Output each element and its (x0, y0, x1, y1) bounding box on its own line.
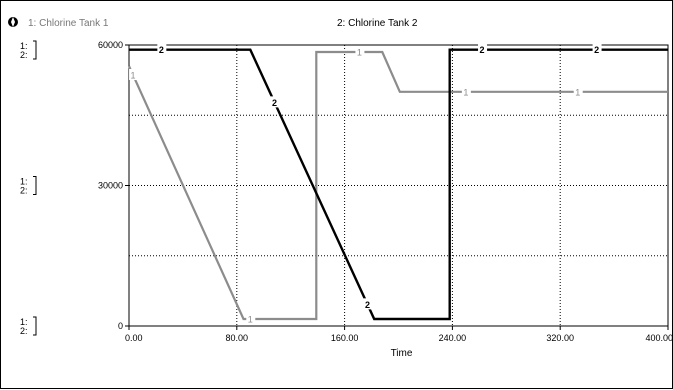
axis-row-label-0-line-1: 2: (20, 50, 28, 60)
series-1-marker-0: 1 (131, 71, 136, 81)
series-2-marker-bg-4 (592, 43, 602, 55)
series-2-marker-0: 2 (159, 45, 164, 55)
axis-row-bracket-0 (33, 40, 37, 60)
series-1-marker-bg-0 (129, 69, 139, 81)
series-2-marker-bg-1 (270, 96, 280, 108)
series-line-1 (127, 50, 668, 321)
series-2-marker-1: 2 (272, 98, 277, 108)
x-tick-label-4: 320.00 (546, 333, 574, 343)
x-axis: 0.00 80.00 160.00 240.00 320.00 400.00 (125, 326, 673, 343)
y-tick-label-2: 60000 (98, 40, 123, 50)
y-tick-label-1: 30000 (98, 181, 123, 191)
x-axis-label: Time (391, 348, 413, 359)
y-tick-label-0: 0 (118, 321, 123, 331)
x-tick-label-1: 80.00 (226, 333, 249, 343)
series-2-marker-3: 2 (480, 45, 485, 55)
x-tick-label-2: 160.00 (331, 333, 359, 343)
axis-row-label-2-line-0: 1: (20, 317, 28, 327)
x-tick-label-5: 400.00 (645, 333, 673, 343)
x-tick-label-3: 240.00 (439, 333, 467, 343)
axis-row-label-1-line-0: 1: (20, 177, 28, 187)
series-2-marker-bg-0 (157, 43, 167, 55)
series-2-marker-2: 2 (365, 300, 370, 310)
series-group: 1 1 1 1 1 2 2 2 2 2 (127, 43, 668, 324)
axis-row-label-1: 1:2: (20, 176, 37, 196)
series-1-marker-bg-2 (355, 46, 365, 58)
axis-row-label-2-line-1: 2: (20, 326, 28, 336)
y-axis: 0 30000 60000 (98, 40, 129, 331)
axis-row-labels: 1:2:1:2:1:2: (20, 40, 37, 336)
axis-row-bracket-1 (33, 176, 37, 195)
series-1-marker-bg-1 (246, 312, 256, 324)
grid-lines (129, 45, 668, 326)
series-1-marker-2: 1 (357, 48, 362, 58)
series-1-marker-bg-3 (461, 85, 471, 97)
series-1-marker-3: 1 (463, 87, 468, 97)
legend-series-1: 1: Chlorine Tank 1 (28, 18, 109, 29)
axis-row-label-1-line-1: 2: (20, 186, 28, 196)
series-1-marker-bg-4 (573, 85, 583, 97)
axis-row-label-2: 1:2: (20, 316, 37, 336)
axis-row-bracket-2 (33, 316, 37, 336)
axis-row-label-0: 1:2: (20, 40, 37, 60)
series-2-marker-4: 2 (594, 45, 599, 55)
legend-series-2: 2: Chlorine Tank 2 (337, 18, 418, 29)
x-tick-label-0: 0.00 (125, 333, 143, 343)
axis-row-label-0-line-0: 1: (20, 41, 28, 51)
series-1-marker-4: 1 (575, 87, 580, 97)
series-2-marker-bg-3 (478, 43, 488, 55)
series-2-marker-bg-2 (363, 298, 373, 310)
series-1-marker-1: 1 (248, 314, 253, 324)
pad-indicator-icon[interactable] (8, 17, 18, 27)
